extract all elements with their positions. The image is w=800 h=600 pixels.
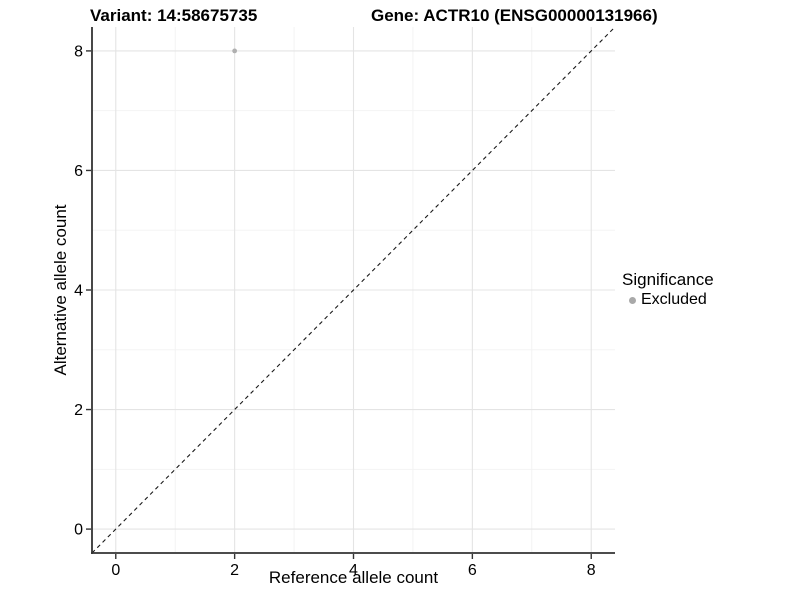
x-tick-label: 6 — [468, 562, 477, 579]
legend: Significance Excluded — [622, 270, 714, 309]
legend-title: Significance — [622, 270, 714, 289]
x-tick-label: 2 — [230, 562, 239, 579]
plot-title-gene: Gene: ACTR10 (ENSG00000131966) — [371, 6, 658, 25]
x-tick-label: 8 — [587, 562, 596, 579]
x-tick-label: 4 — [349, 562, 358, 579]
y-tick-label: 2 — [74, 402, 83, 419]
y-tick-label: 6 — [74, 163, 83, 180]
x-axis-title: Reference allele count — [268, 568, 439, 587]
legend-item-label: Excluded — [641, 291, 707, 308]
data-point — [232, 48, 238, 54]
legend-point-icon — [629, 296, 636, 304]
y-tick-label: 8 — [74, 43, 83, 60]
y-tick-label: 4 — [74, 283, 83, 300]
legend-item-excluded: Excluded — [622, 291, 714, 309]
identity-reference-line — [91, 26, 616, 554]
x-tick-label: 0 — [111, 562, 120, 579]
y-axis-title: Alternative allele count — [51, 204, 70, 376]
y-tick-label: 0 — [74, 522, 83, 539]
plot-title-variant: Variant: 14:58675735 — [90, 6, 258, 25]
